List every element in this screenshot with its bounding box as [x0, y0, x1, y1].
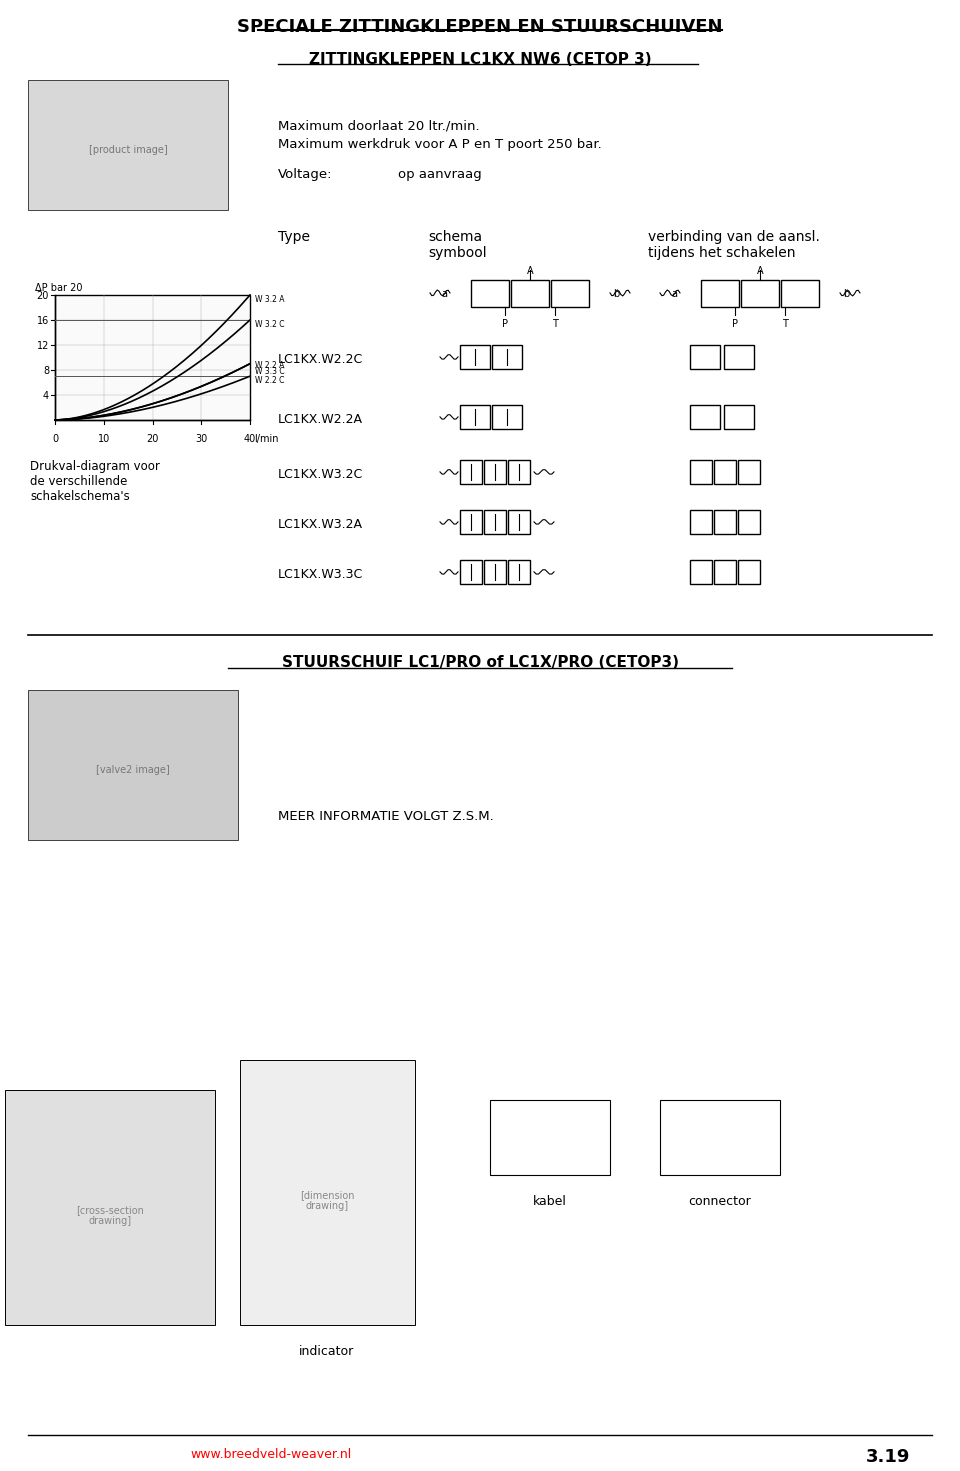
Text: LC1KX.W3.3C: LC1KX.W3.3C: [278, 568, 363, 581]
Text: 40: 40: [244, 434, 256, 444]
Text: tijdens het schakelen: tijdens het schakelen: [648, 246, 796, 260]
Bar: [690, 510, 712, 534]
Bar: [690, 460, 712, 484]
Text: indicator: indicator: [300, 1344, 354, 1358]
Text: P: P: [732, 319, 738, 330]
Text: www.breedveld-weaver.nl: www.breedveld-weaver.nl: [190, 1447, 351, 1461]
Bar: [781, 279, 819, 307]
Bar: [714, 460, 736, 484]
Bar: [460, 560, 482, 584]
Text: W 3.3 C: W 3.3 C: [255, 366, 284, 375]
Text: LC1KX.W2.2C: LC1KX.W2.2C: [278, 353, 363, 366]
Bar: [738, 510, 760, 534]
Text: verbinding van de aansl.: verbinding van de aansl.: [648, 229, 820, 244]
Bar: [714, 560, 736, 584]
Text: [cross-section
drawing]: [cross-section drawing]: [76, 1205, 144, 1227]
Text: Voltage:: Voltage:: [278, 168, 332, 181]
Bar: [460, 344, 490, 369]
Bar: [741, 279, 779, 307]
Bar: [508, 560, 530, 584]
Text: 16: 16: [36, 316, 49, 327]
Text: 12: 12: [36, 341, 49, 352]
Text: MEER INFORMATIE VOLGT Z.S.M.: MEER INFORMATIE VOLGT Z.S.M.: [278, 811, 493, 822]
Text: [product image]: [product image]: [88, 146, 167, 154]
Text: ZITTINGKLEPPEN LC1KX NW6 (CETOP 3): ZITTINGKLEPPEN LC1KX NW6 (CETOP 3): [309, 51, 651, 68]
Text: W 3.2 C: W 3.2 C: [255, 319, 284, 330]
Text: 3.19: 3.19: [866, 1447, 910, 1465]
Text: Type: Type: [278, 229, 310, 244]
Bar: [738, 460, 760, 484]
Text: A: A: [756, 266, 763, 277]
Bar: [471, 279, 509, 307]
Bar: [460, 460, 482, 484]
Text: A: A: [527, 266, 534, 277]
Text: LC1KX.W3.2C: LC1KX.W3.2C: [278, 468, 363, 481]
Text: ΔP bar 20: ΔP bar 20: [35, 282, 83, 293]
Text: l/min: l/min: [254, 434, 278, 444]
Bar: [690, 560, 712, 584]
Text: T: T: [782, 319, 788, 330]
Bar: [724, 405, 754, 430]
Bar: [484, 510, 506, 534]
Text: Drukval-diagram voor
de verschillende
schakelschema's: Drukval-diagram voor de verschillende sc…: [30, 460, 160, 503]
Bar: [484, 460, 506, 484]
Text: LC1KX.W3.2A: LC1KX.W3.2A: [278, 518, 363, 531]
Text: 4: 4: [43, 391, 49, 402]
Text: 10: 10: [98, 434, 109, 444]
Bar: [492, 344, 522, 369]
Bar: [460, 405, 490, 430]
Text: Maximum werkdruk voor A P en T poort 250 bar.: Maximum werkdruk voor A P en T poort 250…: [278, 138, 602, 152]
Bar: [724, 344, 754, 369]
Text: LC1KX.W2.2A: LC1KX.W2.2A: [278, 413, 363, 427]
Bar: [738, 560, 760, 584]
Text: a: a: [671, 288, 677, 299]
Bar: [660, 1100, 780, 1175]
Text: schema: schema: [428, 229, 482, 244]
Bar: [492, 405, 522, 430]
Text: kabel: kabel: [533, 1194, 567, 1208]
Text: 8: 8: [43, 366, 49, 377]
Text: b: b: [843, 288, 850, 299]
Bar: [690, 344, 720, 369]
Bar: [28, 79, 228, 210]
Bar: [5, 1090, 215, 1325]
Bar: [55, 296, 250, 419]
Text: Maximum doorlaat 20 ltr./min.: Maximum doorlaat 20 ltr./min.: [278, 121, 480, 132]
Text: 20: 20: [36, 291, 49, 302]
Text: P: P: [502, 319, 508, 330]
Bar: [490, 1100, 610, 1175]
Text: [valve2 image]: [valve2 image]: [96, 765, 170, 775]
Bar: [511, 279, 549, 307]
Text: STUURSCHUIF LC1/PRO of LC1X/PRO (CETOP3): STUURSCHUIF LC1/PRO of LC1X/PRO (CETOP3): [281, 655, 679, 669]
Text: op aanvraag: op aanvraag: [398, 168, 482, 181]
Bar: [508, 460, 530, 484]
Text: W 2.2 C: W 2.2 C: [255, 377, 284, 385]
Text: W 2.2 A: W 2.2 A: [255, 360, 284, 369]
Text: W 3.2 A: W 3.2 A: [255, 296, 284, 304]
Bar: [508, 510, 530, 534]
Text: symbool: symbool: [428, 246, 487, 260]
Text: 30: 30: [195, 434, 207, 444]
Text: 20: 20: [146, 434, 158, 444]
Text: a: a: [441, 288, 447, 299]
Bar: [460, 510, 482, 534]
Text: b: b: [613, 288, 619, 299]
Text: T: T: [552, 319, 558, 330]
Bar: [551, 279, 589, 307]
Text: 0: 0: [52, 434, 58, 444]
Bar: [701, 279, 739, 307]
Bar: [690, 405, 720, 430]
Bar: [240, 1059, 415, 1325]
Text: [dimension
drawing]: [dimension drawing]: [300, 1190, 354, 1211]
Bar: [484, 560, 506, 584]
Text: connector: connector: [688, 1194, 752, 1208]
Text: SPECIALE ZITTINGKLEPPEN EN STUURSCHUIVEN: SPECIALE ZITTINGKLEPPEN EN STUURSCHUIVEN: [237, 18, 723, 35]
Bar: [28, 690, 238, 840]
Bar: [714, 510, 736, 534]
